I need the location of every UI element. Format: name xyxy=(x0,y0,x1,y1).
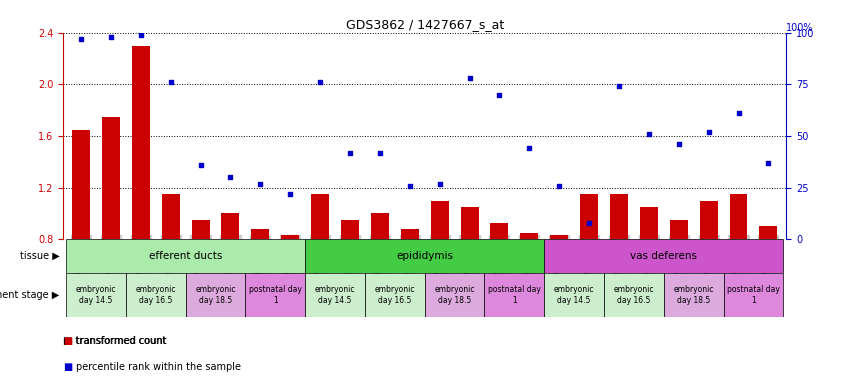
Text: ■: ■ xyxy=(63,362,72,372)
Bar xyxy=(341,220,359,239)
Point xyxy=(343,149,357,156)
Text: postnatal day
1: postnatal day 1 xyxy=(727,285,780,305)
Point xyxy=(224,174,237,180)
Bar xyxy=(759,227,777,239)
Bar xyxy=(550,235,569,239)
Text: 100%: 100% xyxy=(786,23,814,33)
Bar xyxy=(544,273,604,317)
Bar xyxy=(521,233,538,239)
Title: GDS3862 / 1427667_s_at: GDS3862 / 1427667_s_at xyxy=(346,18,504,31)
Bar xyxy=(729,194,748,239)
Point xyxy=(283,191,297,197)
Text: tissue ▶: tissue ▶ xyxy=(19,251,60,261)
Bar xyxy=(484,273,544,317)
Point xyxy=(433,180,447,187)
Text: epididymis: epididymis xyxy=(396,251,453,261)
Bar xyxy=(431,200,448,239)
Bar xyxy=(221,214,240,239)
Bar xyxy=(132,46,150,239)
Text: ■: ■ xyxy=(63,336,72,346)
Bar xyxy=(186,273,246,317)
Text: embryonic
day 16.5: embryonic day 16.5 xyxy=(135,285,176,305)
Point xyxy=(612,83,626,89)
Text: embryonic
day 14.5: embryonic day 14.5 xyxy=(315,285,355,305)
Bar xyxy=(401,229,419,239)
Bar xyxy=(425,273,484,317)
Text: transformed count: transformed count xyxy=(76,336,167,346)
Point xyxy=(643,131,656,137)
Bar xyxy=(669,220,688,239)
Point xyxy=(493,91,506,98)
Bar xyxy=(305,273,365,317)
Text: development stage ▶: development stage ▶ xyxy=(0,290,60,300)
Bar xyxy=(640,207,658,239)
Bar xyxy=(305,239,544,273)
Bar xyxy=(126,273,186,317)
Bar xyxy=(281,235,299,239)
Point xyxy=(672,141,685,147)
Bar xyxy=(610,194,628,239)
Bar xyxy=(246,273,305,317)
Text: postnatal day
1: postnatal day 1 xyxy=(249,285,302,305)
Point xyxy=(403,182,416,189)
Text: ■ transformed count: ■ transformed count xyxy=(63,336,167,346)
Bar xyxy=(490,222,509,239)
Point xyxy=(463,75,476,81)
Text: embryonic
day 18.5: embryonic day 18.5 xyxy=(674,285,714,305)
Point xyxy=(582,220,595,226)
Text: percentile rank within the sample: percentile rank within the sample xyxy=(76,362,241,372)
Point xyxy=(522,145,536,151)
Point xyxy=(732,110,745,116)
Point xyxy=(193,162,207,168)
Point xyxy=(762,160,775,166)
Bar xyxy=(66,239,305,273)
Bar xyxy=(700,200,717,239)
Bar xyxy=(664,273,723,317)
Text: embryonic
day 16.5: embryonic day 16.5 xyxy=(614,285,654,305)
Bar xyxy=(192,220,209,239)
Bar xyxy=(161,194,180,239)
Text: embryonic
day 14.5: embryonic day 14.5 xyxy=(76,285,116,305)
Point xyxy=(702,129,716,135)
Bar xyxy=(461,207,479,239)
Text: postnatal day
1: postnatal day 1 xyxy=(488,285,541,305)
Text: vas deferens: vas deferens xyxy=(630,251,697,261)
Text: embryonic
day 16.5: embryonic day 16.5 xyxy=(374,285,415,305)
Point xyxy=(74,36,87,42)
Text: embryonic
day 18.5: embryonic day 18.5 xyxy=(434,285,475,305)
Bar xyxy=(311,194,329,239)
Text: embryonic
day 14.5: embryonic day 14.5 xyxy=(554,285,595,305)
Text: efferent ducts: efferent ducts xyxy=(149,251,222,261)
Bar xyxy=(723,273,783,317)
Point xyxy=(134,31,147,38)
Bar xyxy=(365,273,425,317)
Text: embryonic
day 18.5: embryonic day 18.5 xyxy=(195,285,235,305)
Bar xyxy=(251,229,269,239)
Bar xyxy=(102,117,120,239)
Bar xyxy=(604,273,664,317)
Point xyxy=(254,180,267,187)
Bar xyxy=(580,194,598,239)
Point xyxy=(104,34,118,40)
Point xyxy=(373,149,387,156)
Point xyxy=(553,182,566,189)
Bar xyxy=(371,214,389,239)
Point xyxy=(314,79,327,85)
Bar xyxy=(66,273,126,317)
Bar xyxy=(72,129,90,239)
Point xyxy=(164,79,177,85)
Bar xyxy=(544,239,783,273)
